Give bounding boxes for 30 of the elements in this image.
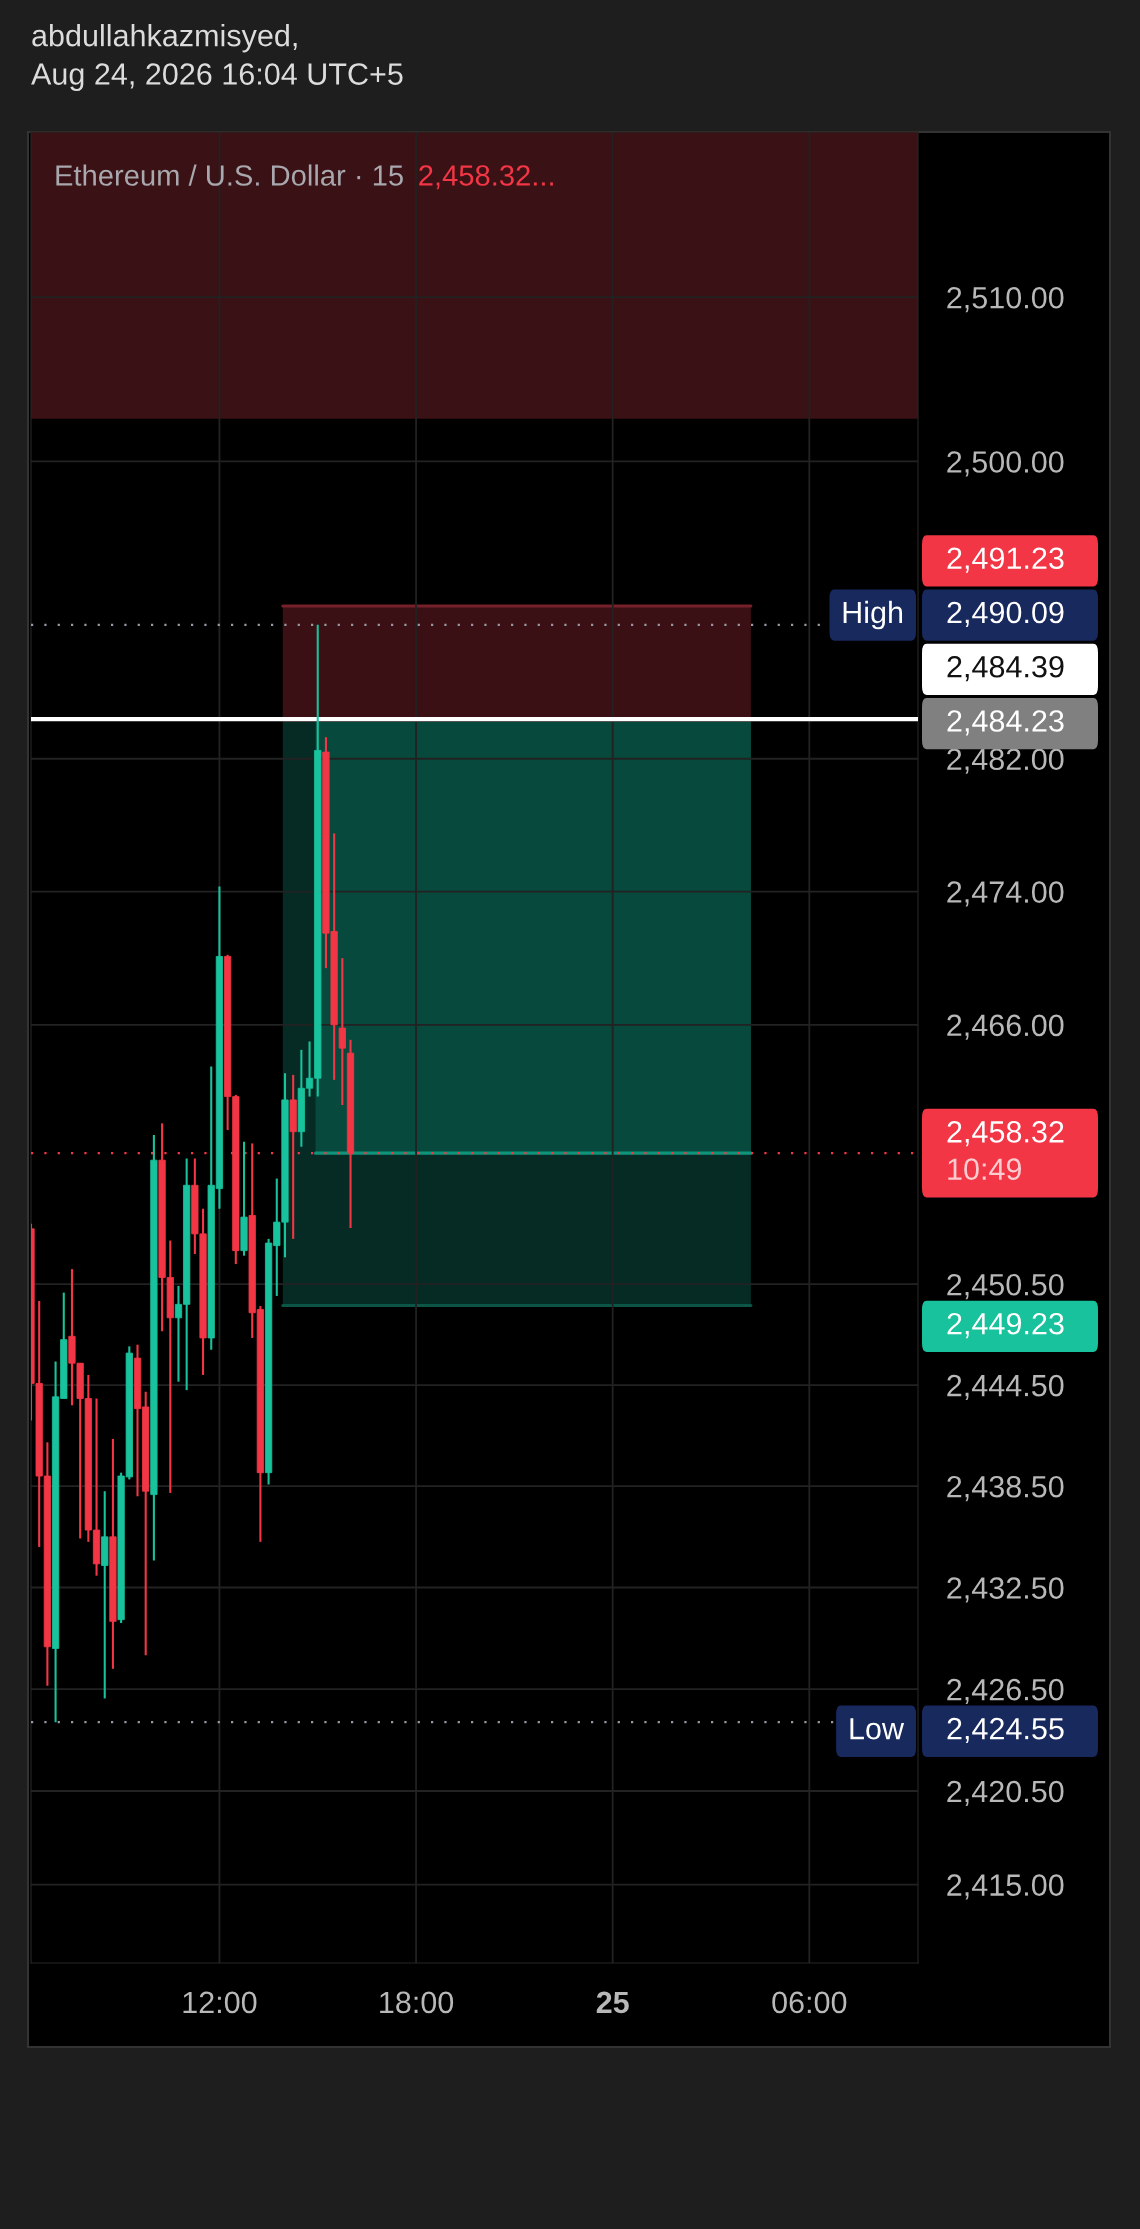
x-tick-label: 12:00 [183,1991,257,2014]
text: 2,484.39 [947,655,1064,682]
y-tick-label: 2,482.00 [947,748,1064,774]
text: Ethereum / U.S. Dollar · 15 [56,164,403,186]
x-tick-label: 25 [596,1991,629,2014]
annotation: 2,458.32... [419,165,553,190]
y-tick-label: 2,415.00 [947,1874,1064,1900]
y-tick-label: 2,426.50 [947,1678,1064,1705]
text: 2,484.23 [947,710,1064,736]
candlestick [338,957,346,1106]
ref-line-label: High [843,600,903,630]
y-tick-label: 2,474.00 [947,881,1064,907]
y-tick-label: 2,500.00 [947,451,1064,477]
y-tick-label: 2,420.50 [947,1780,1064,1806]
text: 2,449.23 [947,1312,1064,1339]
y-tick-label: 2,432.50 [947,1577,1064,1603]
y-tick-label: 2,444.50 [947,1374,1064,1401]
ref-line-label: Low [850,1718,905,1740]
y-tick-label: 2,510.00 [947,286,1064,313]
text: 2,490.09 [947,601,1064,627]
chart-subtitle: abdullahkazmisyed, Aug 24, 2026 16:04 UTC+5 [31,24,403,91]
x-tick-label: 18:00 [380,1991,454,2014]
y-tick-label: 2,450.50 [947,1273,1064,1300]
y-tick-label: 2,438.50 [947,1475,1064,1502]
x-tick-label: 06:00 [772,1991,847,2014]
text: 10:49 [948,1158,1022,1180]
text: 2,458.32 [947,1121,1064,1147]
y-tick-label: 2,466.00 [947,1014,1064,1040]
text: 2,491.23 [947,547,1064,573]
text: 2,424.55 [947,1717,1064,1744]
